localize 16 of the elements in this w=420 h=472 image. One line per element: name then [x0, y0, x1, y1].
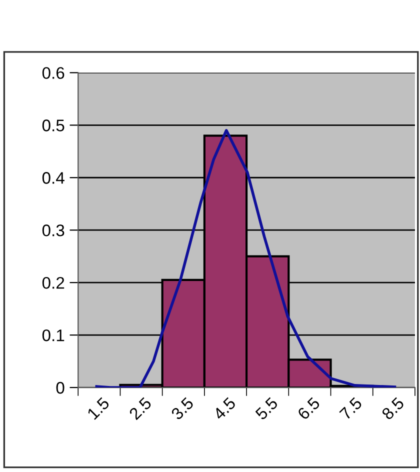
x-tick-label: 6.5 — [296, 396, 321, 420]
y-tick-label: 0.2 — [42, 276, 64, 289]
y-tick-label: 0 — [56, 382, 64, 394]
x-tick-label: 5.5 — [254, 396, 278, 420]
y-tick-label: 0.4 — [42, 172, 64, 184]
y-tick-label: 0.3 — [42, 224, 64, 236]
y-tick-label: 0.5 — [42, 120, 64, 132]
y-tick-label: 0.6 — [42, 67, 64, 79]
x-tick-label: 7.5 — [339, 396, 363, 420]
line-series — [95, 129, 396, 388]
x-tick-label: 1.5 — [86, 396, 110, 420]
x-tick-label: 4.5 — [212, 396, 236, 421]
x-tick-label: 2.5 — [128, 396, 152, 420]
x-tick-label: 3.5 — [170, 396, 194, 420]
x-tick-label: 8.5 — [381, 396, 405, 420]
y-tick-label: 0.1 — [42, 329, 64, 342]
